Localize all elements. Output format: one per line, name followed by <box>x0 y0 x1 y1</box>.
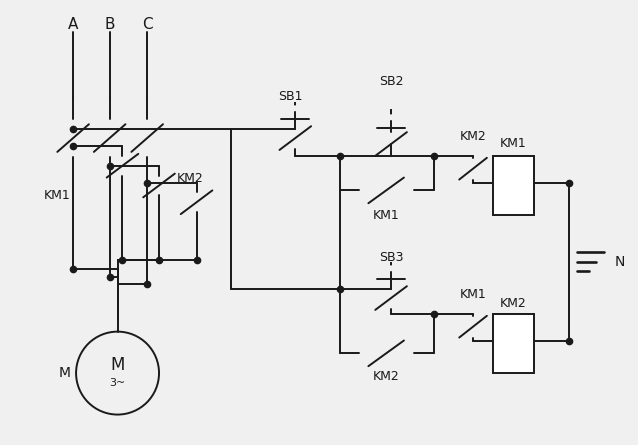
Text: SB3: SB3 <box>379 251 403 264</box>
Text: M: M <box>110 356 125 374</box>
Text: A: A <box>68 17 78 32</box>
Text: SB1: SB1 <box>278 90 302 103</box>
Text: KM1: KM1 <box>373 209 399 222</box>
Text: KM1: KM1 <box>500 138 527 150</box>
Bar <box>493 156 534 215</box>
Text: KM2: KM2 <box>500 297 527 311</box>
Text: B: B <box>105 17 115 32</box>
Text: KM1: KM1 <box>43 189 70 202</box>
Text: KM2: KM2 <box>373 369 399 383</box>
Text: M: M <box>58 366 70 380</box>
Text: SB2: SB2 <box>379 75 403 88</box>
Text: KM1: KM1 <box>459 287 486 300</box>
Text: KM2: KM2 <box>459 129 486 142</box>
Text: N: N <box>614 255 625 268</box>
Text: C: C <box>142 17 152 32</box>
Text: 3~: 3~ <box>110 378 126 388</box>
Text: KM2: KM2 <box>177 172 204 185</box>
Bar <box>493 314 534 373</box>
